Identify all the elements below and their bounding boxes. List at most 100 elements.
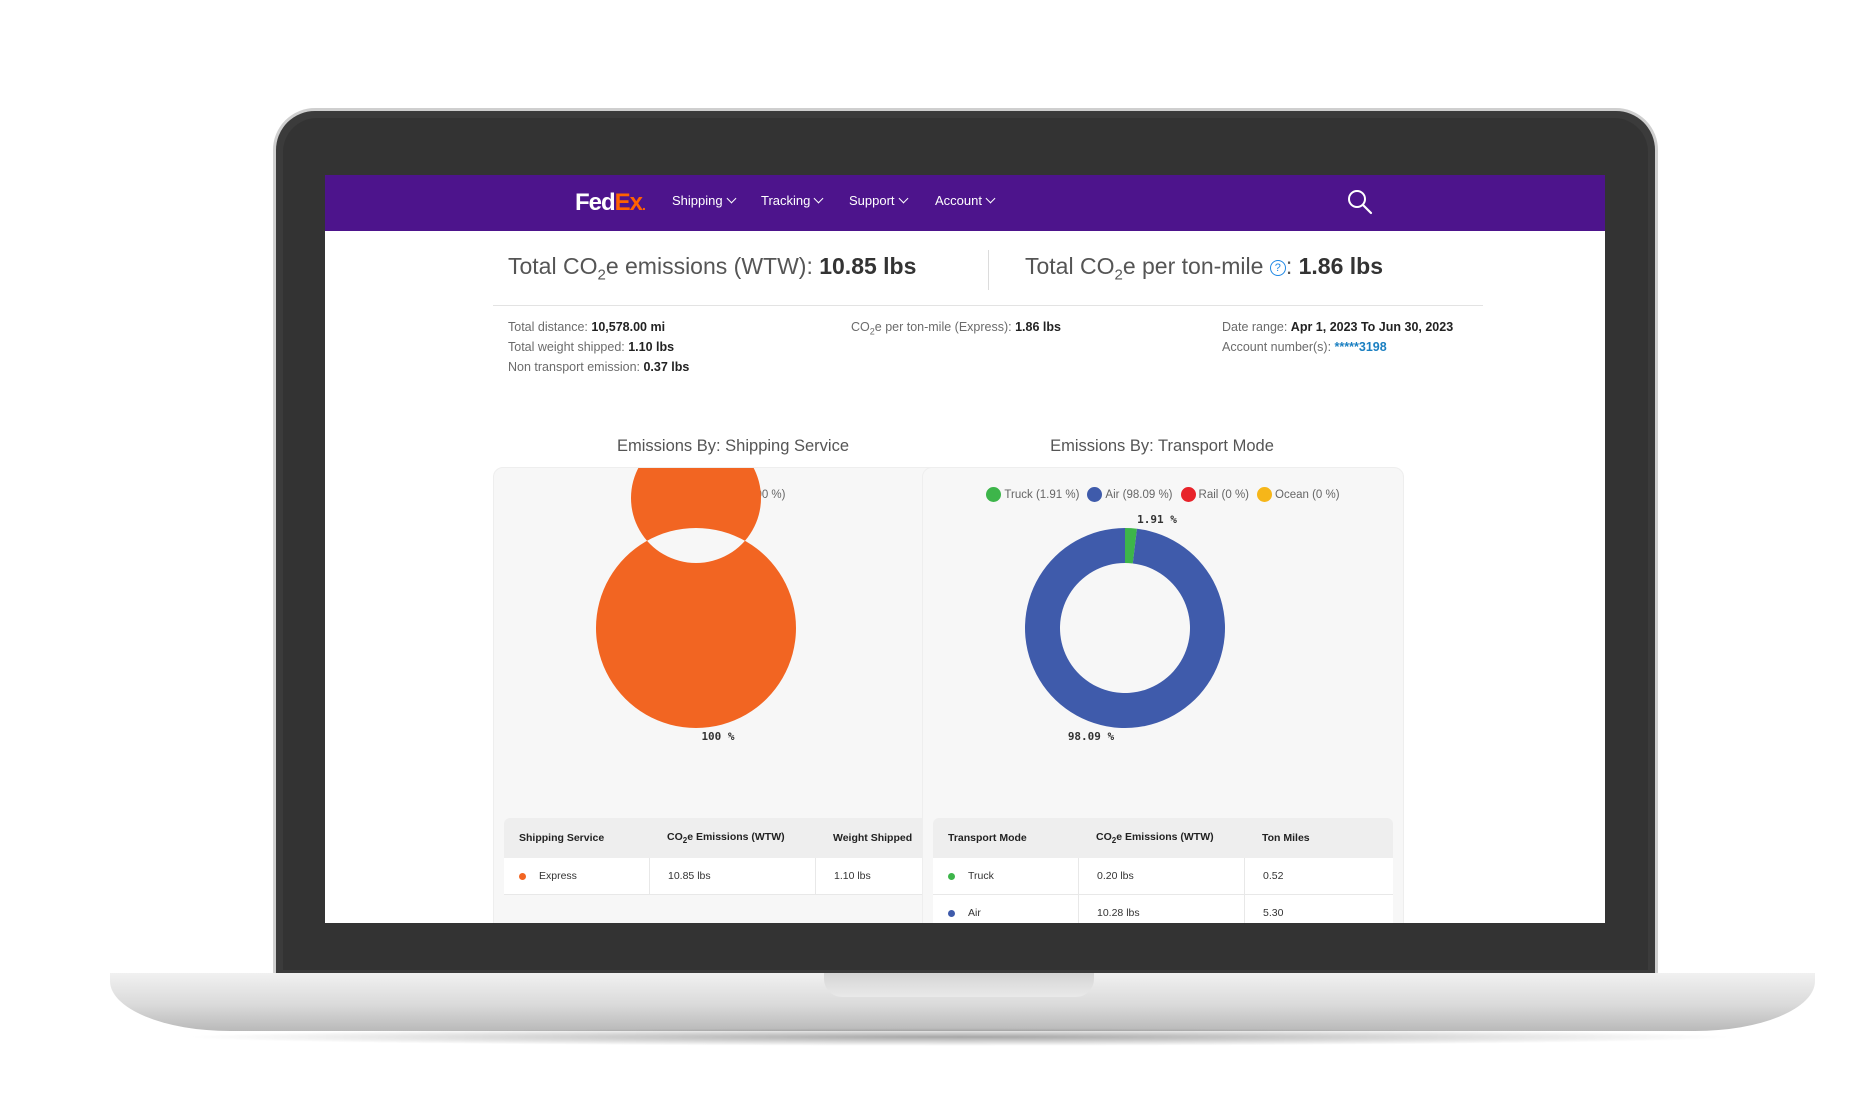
top-navbar: FedEx. Shipping Tracking Support Account: [325, 175, 1605, 231]
row-name-label: Air: [968, 907, 981, 919]
shipping-service-table: Shipping Service CO2e Emissions (WTW) We…: [504, 818, 964, 895]
account-numbers: Account number(s): *****3198: [1222, 337, 1453, 357]
distance-label: Total distance:: [508, 320, 592, 334]
donut-chart-transport-mode: 1.91 % 98.09 %: [1025, 513, 1225, 743]
date-label: Date range:: [1222, 320, 1291, 334]
row-emissions: 0.20 lbs: [1078, 858, 1244, 894]
details-left: Total distance: 10,578.00 mi Total weigh…: [508, 317, 689, 377]
distance-value: 10,578.00 mi: [591, 320, 666, 334]
slice-label: 1.91 %: [1137, 513, 1177, 526]
express-value: 1.86 lbs: [1015, 320, 1061, 334]
header-emissions: e Emissions (WTW): [1116, 830, 1214, 843]
logo-dot: .: [642, 197, 646, 213]
row-name-label: Express: [539, 870, 577, 882]
row-ton-miles: 5.30: [1244, 895, 1393, 923]
nav-account-label: Account: [935, 193, 982, 208]
transport-mode-table: Transport Mode CO2e Emissions (WTW) Ton …: [933, 818, 1393, 923]
table-header: Shipping Service CO2e Emissions (WTW) We…: [504, 818, 964, 858]
table-row[interactable]: Air 10.28 lbs 5.30: [933, 895, 1393, 923]
column-header: CO2e Emissions (WTW): [649, 831, 815, 845]
search-icon[interactable]: [1346, 188, 1374, 216]
express-sub: 2: [869, 326, 875, 337]
legend-dot-icon: [948, 872, 955, 880]
header-sub: 2: [682, 836, 688, 846]
laptop-shadow: [180, 1028, 1740, 1046]
legend-item[interactable]: Ocean (0 %): [1257, 487, 1340, 502]
slice-label: 100 %: [701, 730, 734, 743]
chevron-down-icon: [813, 193, 824, 204]
express-label: e per ton-mile (Express):: [874, 320, 1016, 334]
legend-item[interactable]: Truck (1.91 %): [986, 487, 1079, 502]
express-prefix: CO: [851, 320, 870, 334]
nav-support[interactable]: Support: [849, 193, 908, 208]
chart-card-transport-mode: Truck (1.91 %) Air (98.09 %) Rail (0 %) Oce…: [922, 467, 1404, 923]
info-icon[interactable]: ?: [1269, 259, 1286, 276]
nav-shipping[interactable]: Shipping: [672, 193, 737, 208]
row-emissions: 10.85 lbs: [649, 858, 815, 894]
slice-label: 98.09 %: [1068, 730, 1115, 743]
header-co: CO: [667, 830, 683, 843]
legend-item[interactable]: Air (98.09 %): [1087, 487, 1173, 502]
row-name: Air: [933, 907, 1078, 919]
column-header: Ton Miles: [1262, 832, 1310, 844]
total-emissions-prefix: Total CO: [508, 253, 598, 279]
row-ton-miles: 0.52: [1244, 858, 1393, 894]
chart-legend: Truck (1.91 %) Air (98.09 %) Rail (0 %) Oce…: [923, 487, 1403, 502]
nav-shipping-label: Shipping: [672, 193, 723, 208]
table-row[interactable]: Truck 0.20 lbs 0.52: [933, 858, 1393, 895]
non-transport-label: Non transport emission:: [508, 360, 644, 374]
column-header: CO2e Emissions (WTW): [1078, 831, 1244, 845]
legend-dot-icon: [519, 872, 526, 880]
screen: FedEx. Shipping Tracking Support Account…: [325, 175, 1605, 923]
table-row[interactable]: Express 10.85 lbs 1.10 lbs: [504, 858, 964, 895]
legend-dot-icon: [1087, 487, 1103, 502]
header-co: CO: [1096, 830, 1112, 843]
nav-support-label: Support: [849, 193, 895, 208]
legend-item[interactable]: Rail (0 %): [1180, 487, 1249, 502]
chart-title-transport-mode: Emissions By: Transport Mode: [1050, 437, 1274, 455]
divider: [988, 250, 989, 290]
nav-account[interactable]: Account: [935, 193, 996, 208]
table-header: Transport Mode CO2e Emissions (WTW) Ton …: [933, 818, 1393, 858]
date-value: Apr 1, 2023 To Jun 30, 2023: [1290, 320, 1454, 334]
divider: [493, 305, 1483, 306]
chevron-down-icon: [898, 193, 908, 204]
account-label: Account number(s):: [1222, 340, 1335, 354]
per-ton-label: e per ton-mile: [1122, 253, 1270, 279]
header-sub: 2: [1111, 836, 1117, 846]
legend-dot-icon: [1257, 487, 1272, 502]
column-header: Shipping Service: [519, 832, 605, 844]
donut-slice-truck[interactable]: [1125, 528, 1137, 564]
legend-dot-icon: [948, 909, 955, 917]
legend-label: Rail (0 %): [1198, 488, 1249, 501]
total-emissions: Total CO2e emissions (WTW): 10.85 lbs: [508, 253, 916, 284]
header-emissions: e Emissions (WTW): [687, 830, 785, 843]
total-per-ton-mile: Total CO2e per ton-mile ?: 1.86 lbs: [1025, 253, 1383, 284]
per-ton-colon: :: [1285, 253, 1299, 279]
non-transport-value: 0.37 lbs: [643, 360, 690, 374]
account-link[interactable]: *****3198: [1334, 340, 1387, 354]
donut-slice-air[interactable]: [1025, 528, 1225, 728]
row-name-label: Truck: [968, 870, 994, 882]
row-name: Truck: [933, 870, 1078, 882]
column-header: Transport Mode: [948, 832, 1027, 844]
logo-fed: Fed: [575, 189, 616, 216]
row-name: Express: [504, 870, 649, 882]
per-ton-sub: 2: [1114, 266, 1123, 284]
chart-card-shipping-service: Express (100 %) 100 % Shipping Service C…: [493, 467, 975, 923]
total-emissions-label: e emissions (WTW):: [605, 253, 820, 279]
legend-dot-icon: [1180, 487, 1196, 502]
row-emissions: 10.28 lbs: [1078, 895, 1244, 923]
nav-tracking[interactable]: Tracking: [761, 193, 824, 208]
weight-label: Total weight shipped:: [508, 340, 629, 354]
non-transport-emission: Non transport emission: 0.37 lbs: [508, 357, 689, 377]
row-weight: 1.10 lbs: [815, 858, 964, 894]
logo-ex: Ex: [614, 189, 643, 216]
donut-slice-express[interactable]: [595, 468, 796, 728]
weight-value: 1.10 lbs: [628, 340, 675, 354]
date-range: Date range: Apr 1, 2023 To Jun 30, 2023: [1222, 317, 1453, 337]
fedex-logo[interactable]: FedEx.: [575, 189, 646, 217]
chart-title-shipping-service: Emissions By: Shipping Service: [616, 437, 849, 455]
total-emissions-sub: 2: [597, 266, 606, 284]
total-emissions-value: 10.85 lbs: [819, 253, 917, 279]
